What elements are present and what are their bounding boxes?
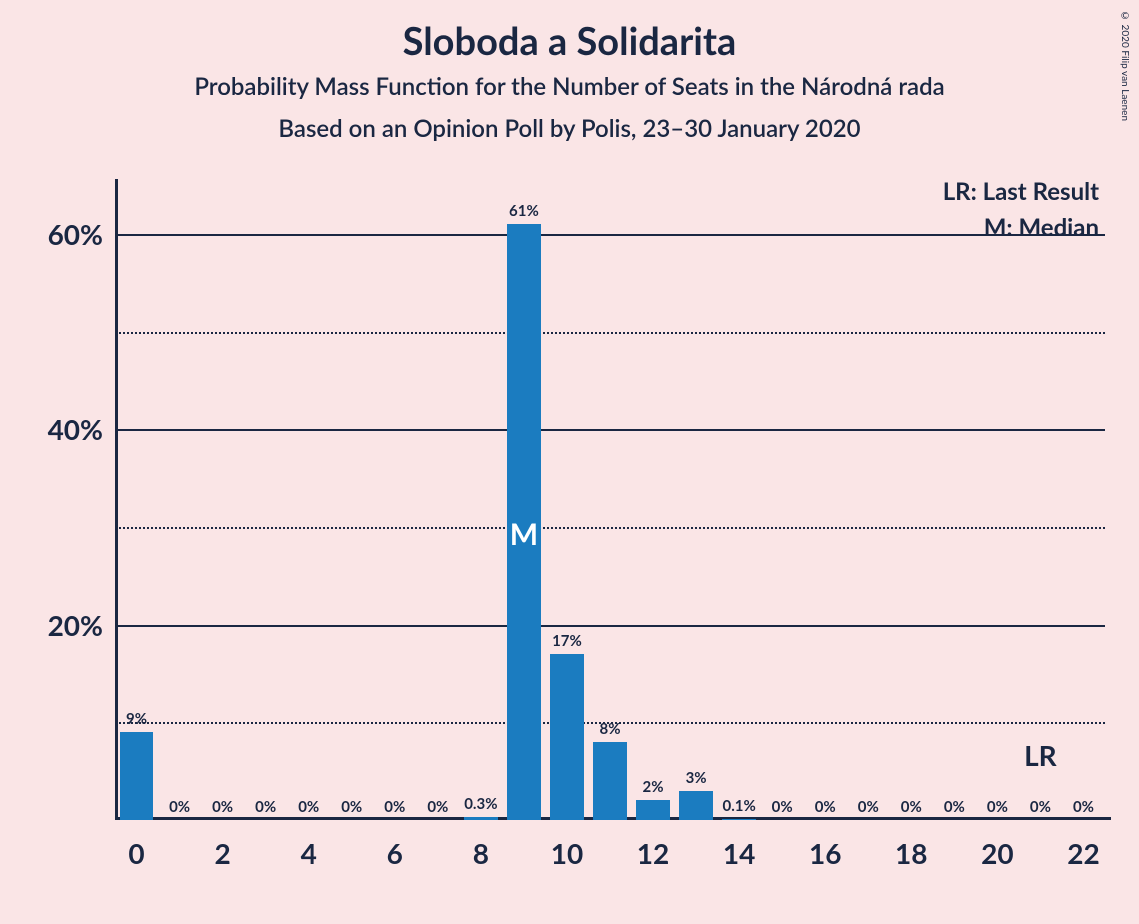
x-tick-label: 18 — [895, 820, 927, 870]
bar-value-label: 0% — [298, 798, 319, 816]
bar-value-label: 0% — [384, 798, 405, 816]
bar — [120, 732, 154, 820]
bar-value-label: 61% — [509, 202, 539, 220]
x-tick-label: 12 — [637, 820, 669, 870]
x-tick-label: 6 — [387, 820, 403, 870]
bar-value-label: 0% — [901, 798, 922, 816]
chart-subtitle-1: Probability Mass Function for the Number… — [0, 72, 1139, 101]
chart-title: Sloboda a Solidarita — [0, 18, 1139, 64]
legend-median: M: Median — [984, 213, 1099, 242]
bar-value-label: 0% — [212, 798, 233, 816]
bar-value-label: 0% — [1030, 798, 1051, 816]
bar-value-label: 0% — [858, 798, 879, 816]
x-tick-label: 4 — [301, 820, 317, 870]
legend-last-result: LR: Last Result — [943, 177, 1099, 206]
bar-value-label: 0% — [987, 798, 1008, 816]
bar-value-label: 0% — [815, 798, 836, 816]
bar-value-label: 0% — [169, 798, 190, 816]
x-tick-label: 14 — [723, 820, 755, 870]
chart-container: Sloboda a Solidarita Probability Mass Fu… — [0, 0, 1139, 924]
bar — [636, 800, 670, 820]
bar-value-label: 9% — [126, 710, 147, 728]
bar-value-label: 0% — [944, 798, 965, 816]
bar-value-label: 17% — [552, 632, 582, 650]
bar — [550, 654, 584, 820]
x-tick-label: 10 — [551, 820, 583, 870]
x-tick-label: 22 — [1067, 820, 1099, 870]
bar — [722, 819, 756, 820]
bar — [679, 791, 713, 820]
x-tick-label: 0 — [128, 820, 144, 870]
bar-value-label: 0.1% — [722, 797, 755, 815]
gridline-major — [115, 234, 1105, 236]
bar-value-label: 0% — [255, 798, 276, 816]
x-tick-label: 16 — [809, 820, 841, 870]
gridline-minor — [115, 332, 1105, 334]
gridline-major — [115, 625, 1105, 627]
median-marker: M — [510, 516, 538, 552]
gridline-major — [115, 429, 1105, 431]
bar-value-label: 0% — [427, 798, 448, 816]
bar — [464, 817, 498, 820]
bar-value-label: 0% — [772, 798, 793, 816]
lr-marker: LR — [1024, 738, 1057, 772]
x-tick-label: 8 — [473, 820, 489, 870]
bar-value-label: 0% — [341, 798, 362, 816]
chart-subtitle-2: Based on an Opinion Poll by Polis, 23–30… — [0, 114, 1139, 143]
bar-value-label: 3% — [686, 769, 707, 787]
bar-value-label: 0% — [1073, 798, 1094, 816]
y-tick-label: 60% — [48, 217, 115, 251]
x-tick-label: 20 — [981, 820, 1013, 870]
gridline-minor — [115, 527, 1105, 529]
plot-area: 20%40%60%02468101214161820229%0%0%0%0%0%… — [115, 185, 1105, 820]
bar-value-label: 2% — [643, 778, 664, 796]
x-tick-label: 2 — [214, 820, 230, 870]
y-tick-label: 40% — [48, 412, 115, 446]
bar-value-label: 0.3% — [464, 795, 497, 813]
copyright-text: © 2020 Filip van Laenen — [1119, 10, 1131, 121]
bar-value-label: 8% — [600, 720, 621, 738]
y-tick-label: 20% — [48, 608, 115, 642]
bar — [593, 742, 627, 820]
